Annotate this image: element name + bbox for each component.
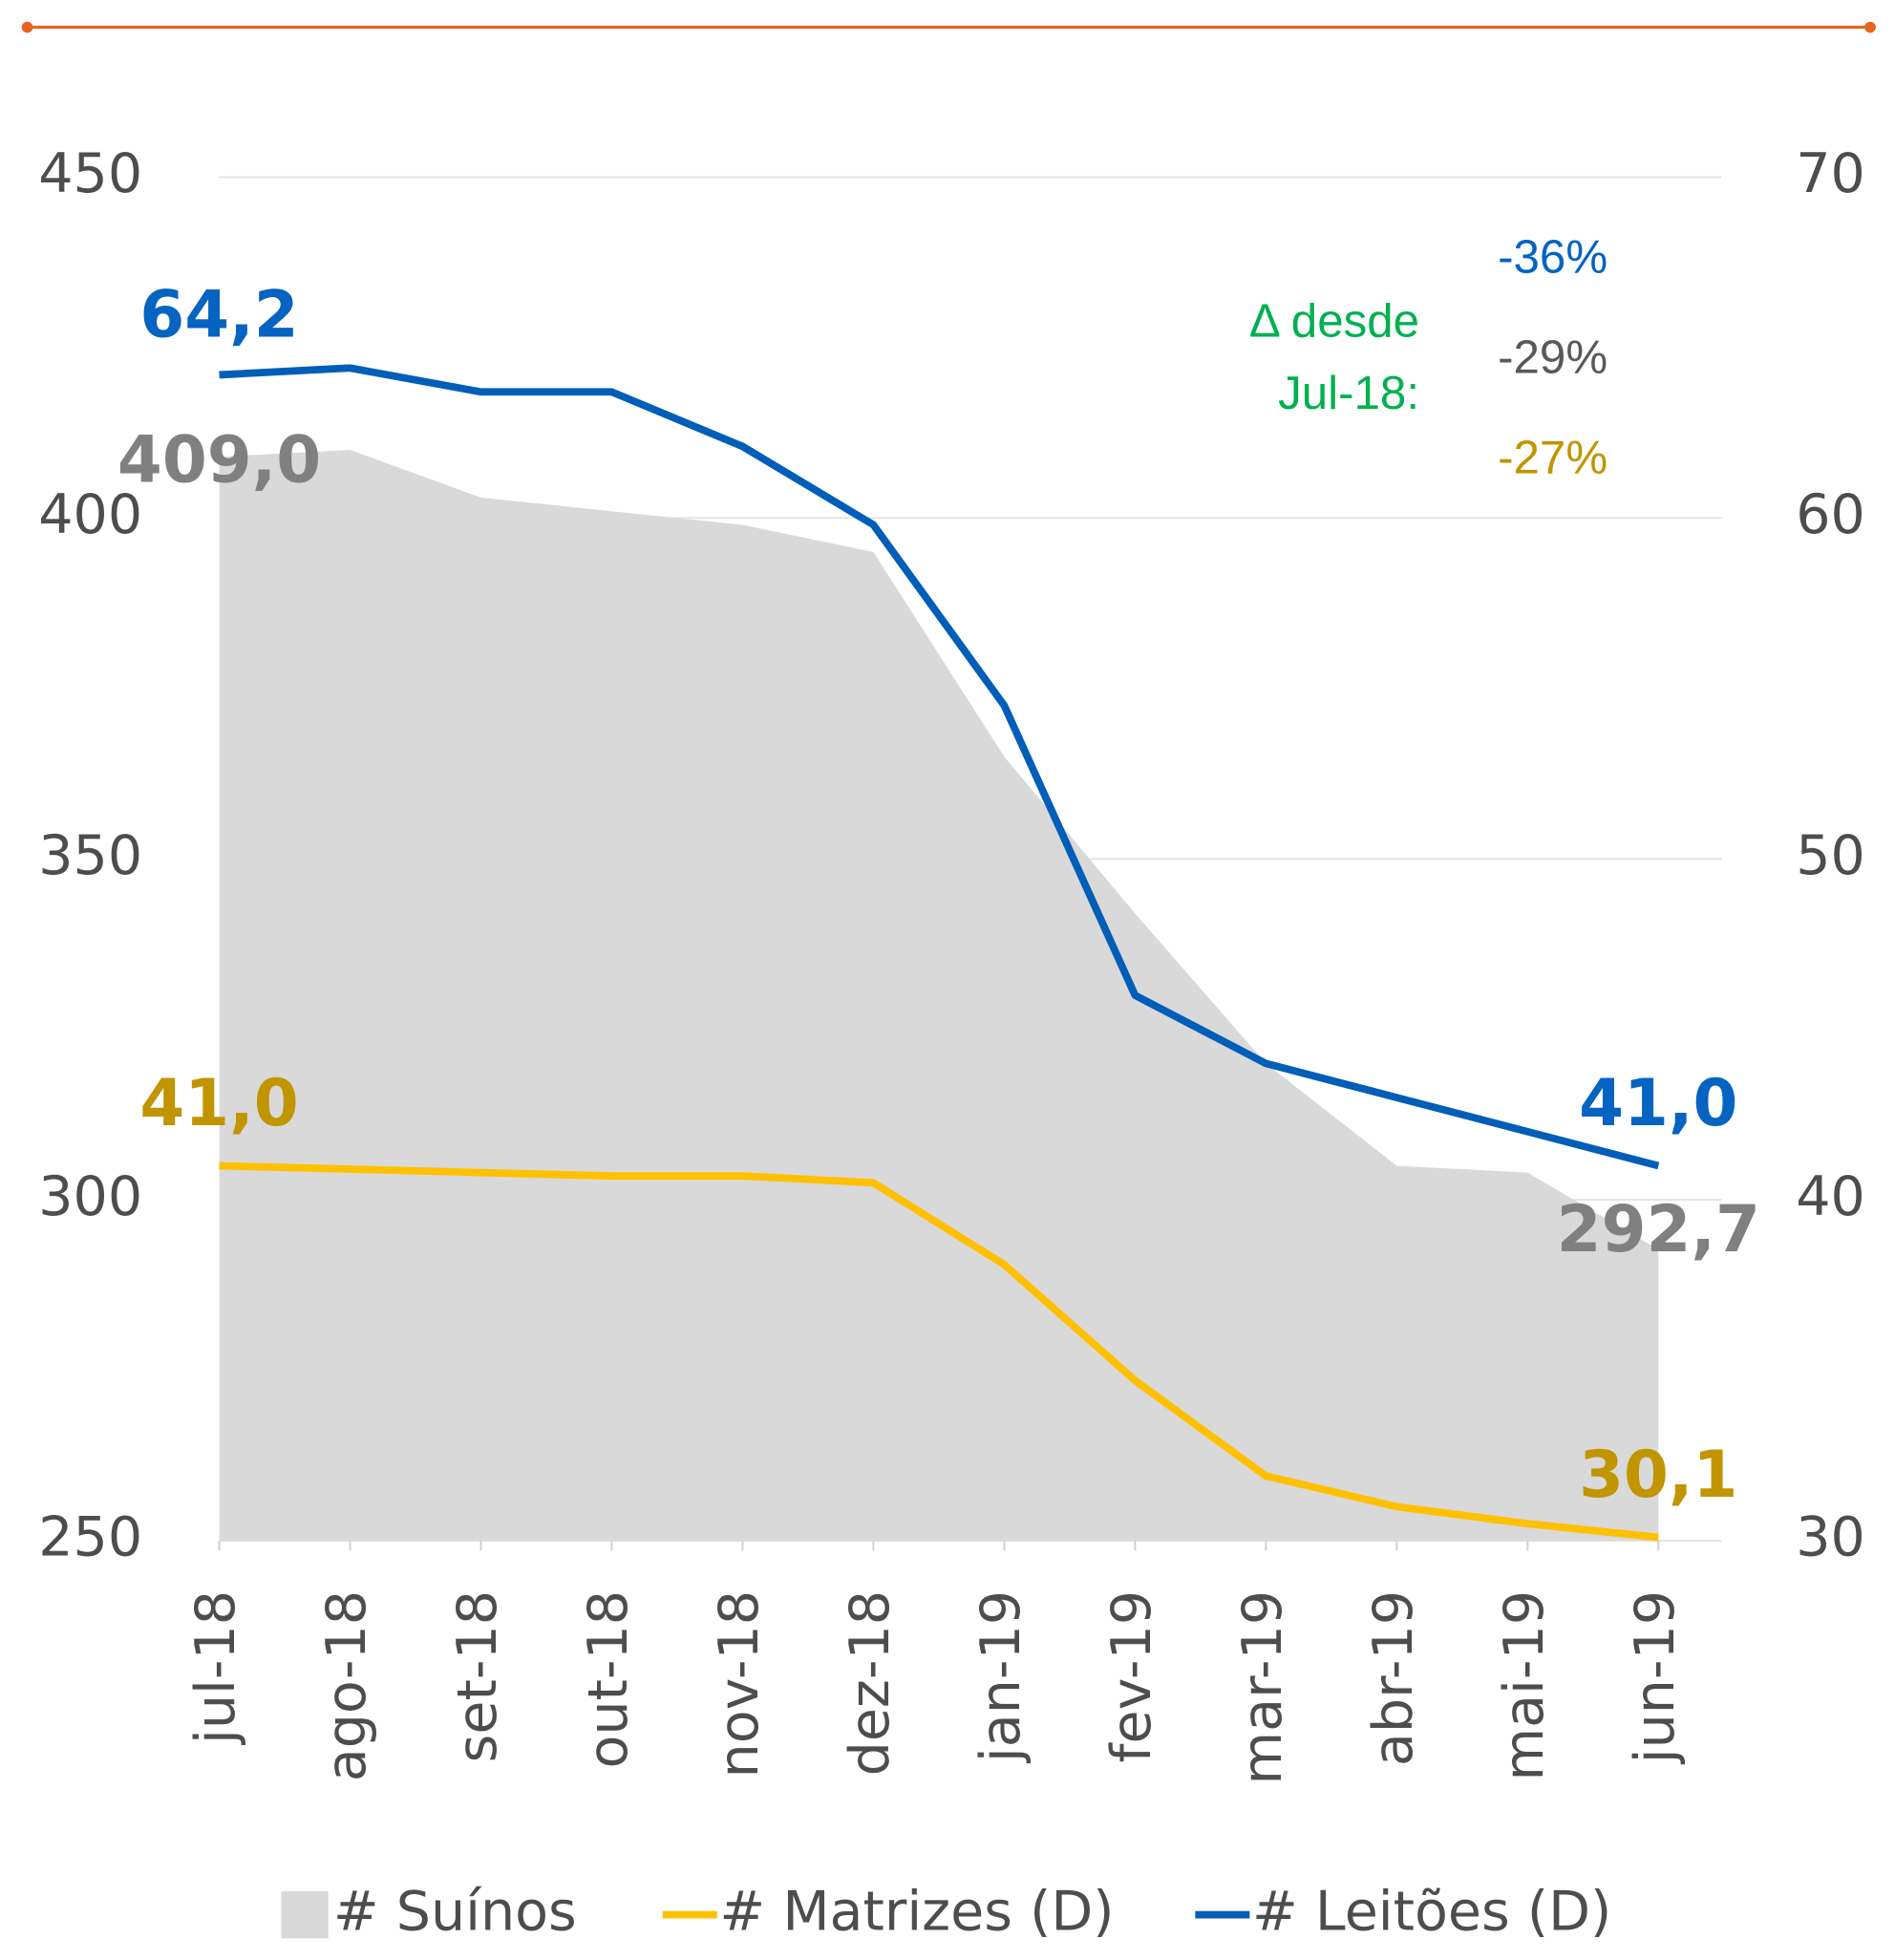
x-tick-label: mar-19 xyxy=(1231,1590,1294,1785)
y-tick-label: 250 xyxy=(38,1506,142,1569)
change-label: -29% xyxy=(1498,330,1608,383)
y2-tick-label: 50 xyxy=(1796,824,1865,887)
legend-swatch xyxy=(281,1891,329,1939)
top-rule-dot xyxy=(21,21,33,33)
legend-label: # Leitões (D) xyxy=(1252,1880,1611,1943)
area xyxy=(219,449,1659,1542)
change-label: -36% xyxy=(1498,230,1608,283)
line xyxy=(219,364,1660,1170)
y-tick-label: 450 xyxy=(38,142,142,205)
annotation: Jul-18: xyxy=(1278,367,1419,419)
x-tick-label: jan-19 xyxy=(969,1590,1033,1764)
x-tick-label: ago-18 xyxy=(315,1590,378,1781)
data-label: 41,0 xyxy=(139,1065,298,1140)
x-tick-label: jun-19 xyxy=(1624,1590,1687,1765)
data-label: 292,7 xyxy=(1557,1191,1760,1267)
legend-label: # Matrizes (D) xyxy=(719,1880,1114,1943)
y2-tick-label: 60 xyxy=(1796,483,1865,546)
change-label: -27% xyxy=(1498,431,1608,483)
legend-label: # Suínos xyxy=(333,1880,577,1943)
annotation: Δ desde xyxy=(1249,295,1419,348)
data-label: 409,0 xyxy=(117,421,321,497)
y2-tick-label: 30 xyxy=(1796,1506,1865,1569)
x-tick-label: set-18 xyxy=(446,1590,509,1762)
data-label: 64,2 xyxy=(139,277,298,352)
line xyxy=(219,1161,1659,1542)
x-tick-label: nov-18 xyxy=(708,1590,771,1778)
x-tick-label: fev-19 xyxy=(1100,1590,1163,1763)
top-rule-dot xyxy=(1864,21,1876,33)
x-tick-label: abr-19 xyxy=(1362,1590,1425,1766)
x-tick-label: out-18 xyxy=(577,1590,640,1769)
y2-tick-label: 40 xyxy=(1796,1165,1865,1228)
data-label: 30,1 xyxy=(1579,1437,1737,1512)
data-label: 41,0 xyxy=(1579,1065,1737,1140)
y-tick-label: 350 xyxy=(38,824,142,887)
y-tick-label: 400 xyxy=(38,483,142,546)
y-tick-label: 300 xyxy=(38,1165,142,1228)
x-tick-label: dez-18 xyxy=(839,1590,902,1776)
x-tick-label: jul-18 xyxy=(184,1590,247,1746)
x-tick-label: mai-19 xyxy=(1493,1590,1556,1781)
y2-tick-label: 70 xyxy=(1796,142,1865,205)
